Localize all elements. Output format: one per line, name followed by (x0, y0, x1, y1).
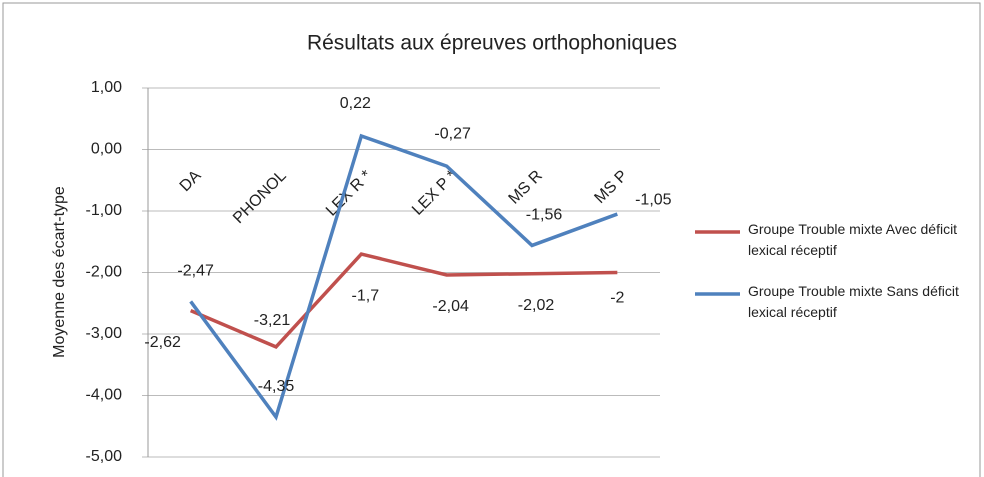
data-label: -1,05 (635, 191, 672, 208)
data-label: -0,27 (434, 125, 471, 142)
y-tick-label: -2,00 (86, 264, 123, 281)
data-label: -2,47 (177, 263, 214, 280)
y-tick-label: -4,00 (86, 387, 123, 404)
series-line (189, 133, 618, 421)
y-tick-label: -5,00 (86, 448, 123, 465)
data-label: -2,04 (432, 298, 469, 315)
x-tick-label: PHONOL (230, 167, 290, 227)
y-tick-label: 1,00 (91, 79, 122, 96)
data-label: -2,62 (144, 334, 181, 351)
data-label: -2,02 (518, 297, 555, 314)
y-tick-label: -1,00 (86, 202, 123, 219)
y-tick-label: 0,00 (91, 141, 122, 158)
y-tick-label: -3,00 (86, 325, 123, 342)
data-label: -1,7 (352, 287, 380, 304)
y-axis-label: Moyenne des écart-type (51, 186, 68, 358)
legend-label: Groupe Trouble mixte Avec déficit lexica… (748, 221, 958, 258)
chart-title: Résultats aux épreuves orthophoniques (307, 32, 677, 55)
x-tick-label: DA (177, 167, 205, 195)
data-label: 0,22 (340, 95, 371, 112)
legend-label: Groupe Trouble mixte Sans déficit lexica… (748, 283, 959, 320)
x-tick-label: MS R (506, 167, 546, 207)
data-label: -4,35 (258, 378, 295, 395)
data-label: -1,56 (526, 207, 563, 224)
series-line (189, 252, 618, 350)
data-label: -3,21 (254, 312, 291, 329)
x-tick-label: MS P (591, 167, 631, 207)
data-label: -2 (610, 290, 624, 307)
